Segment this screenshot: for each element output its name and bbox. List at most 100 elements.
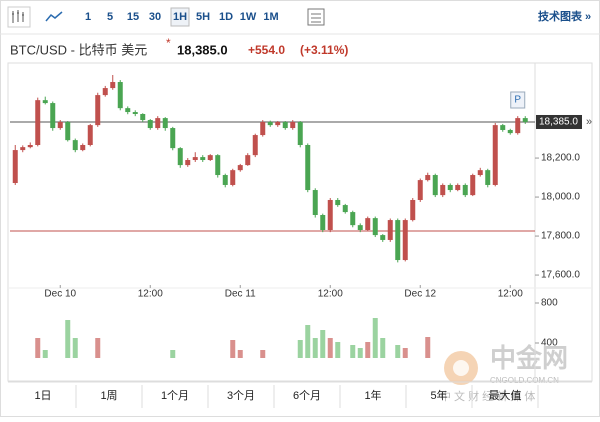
volume-bar — [312, 338, 318, 358]
interval-button[interactable]: 5 — [107, 11, 113, 23]
interval-button[interactable]: 1W — [240, 11, 257, 23]
x-tick-label: 12:00 — [138, 289, 163, 300]
candle-body — [27, 145, 33, 148]
marker-box — [510, 91, 526, 109]
candle-body — [162, 118, 168, 129]
candle-body — [290, 121, 296, 129]
volume-tick-label: 800 — [541, 298, 558, 309]
interval-button[interactable]: 1M — [263, 11, 278, 23]
candle-body — [515, 118, 521, 134]
volume-bar — [402, 348, 408, 358]
range-button[interactable]: 最大值 — [489, 388, 522, 402]
volume-bar — [425, 337, 431, 358]
candle-body — [207, 155, 213, 161]
candle-body — [447, 184, 453, 191]
volume-bar — [357, 348, 363, 358]
candle-body — [305, 145, 311, 191]
candle-body — [147, 120, 153, 129]
tech-chart-link[interactable]: 技术图表 » — [538, 9, 591, 23]
x-tick-label: 12:00 — [318, 289, 343, 300]
volume-bar — [42, 350, 48, 358]
candle-body — [215, 155, 221, 176]
volume-bar — [395, 345, 401, 358]
watermark-brand: 中金网 — [490, 343, 568, 373]
candle-body — [50, 103, 56, 129]
volume-bar — [335, 342, 341, 358]
change: +554.0 — [248, 43, 285, 57]
candle-body — [72, 140, 78, 151]
candle-body — [222, 175, 228, 185]
candle-body — [117, 82, 123, 109]
x-tick-label: Dec 11 — [225, 289, 256, 300]
volume-bar — [305, 325, 311, 358]
candle-body — [267, 121, 273, 126]
volume-bar — [237, 350, 243, 358]
candle-body — [80, 145, 86, 151]
candle-body — [335, 199, 341, 206]
symbol: BTC/USD - 比特币 美元 — [10, 42, 147, 57]
volume-bar — [72, 338, 78, 358]
range-button[interactable]: 1周 — [100, 389, 117, 402]
watermark-domain: CNGOLD.COM.CN — [490, 376, 559, 385]
candle-body — [462, 184, 468, 196]
active-interval — [170, 7, 190, 27]
interval-button[interactable]: 15 — [127, 11, 139, 23]
candle-body — [440, 184, 446, 196]
candle-body — [65, 121, 71, 141]
candle-body — [395, 220, 401, 261]
candle-body — [425, 175, 431, 181]
range-button[interactable]: 5年 — [430, 388, 447, 402]
volume-bar — [350, 345, 356, 358]
star: * — [166, 36, 171, 50]
volume-bar — [365, 342, 371, 358]
volume-bar — [297, 340, 303, 358]
candle-body — [327, 199, 333, 231]
watermark — [444, 351, 478, 385]
candle-body — [365, 218, 371, 231]
candle-body — [470, 175, 476, 196]
interval-button[interactable]: 30 — [149, 11, 161, 23]
candle-body — [522, 118, 528, 122]
candle-body — [455, 184, 461, 191]
interval-button[interactable]: 1D — [219, 11, 233, 23]
more-arrow: » — [586, 116, 592, 128]
candle-body — [357, 225, 363, 231]
range-button[interactable]: 3个月 — [227, 389, 255, 402]
range-button[interactable]: 1个月 — [161, 389, 189, 402]
candle-body — [170, 128, 176, 149]
candle-body — [282, 121, 288, 129]
candle-body — [57, 121, 63, 129]
interval-button[interactable]: 1H — [173, 11, 187, 23]
candle-body — [402, 220, 408, 261]
interval-button[interactable]: 5H — [196, 11, 210, 23]
candle-body — [245, 155, 251, 166]
y-tick-label: 18,000.0 — [541, 192, 580, 203]
volume-bar — [372, 318, 378, 358]
volume-bar — [380, 338, 386, 358]
range-button[interactable]: 6个月 — [293, 389, 321, 402]
range-button[interactable]: 1年 — [364, 388, 381, 402]
range-button[interactable]: 1日 — [34, 390, 51, 402]
candle-body — [372, 218, 378, 236]
candle-body — [87, 125, 93, 145]
candle-body — [387, 220, 393, 240]
volume-bar — [230, 340, 236, 358]
price: 18,385.0 — [177, 42, 228, 57]
candle-body — [260, 121, 266, 136]
marker-label: P — [514, 95, 521, 106]
candle-body — [155, 118, 161, 129]
watermark-tagline: 中 文 财 经 新 媒 体 — [440, 389, 535, 403]
candle-body — [110, 82, 116, 89]
candle-body — [132, 112, 138, 114]
candle-body — [237, 165, 243, 171]
candle-body — [275, 121, 281, 126]
candle-body — [12, 150, 18, 184]
candle-body — [42, 100, 48, 104]
x-tick-label: Dec 12 — [404, 289, 436, 300]
candle-body — [312, 190, 318, 215]
candle-body — [350, 212, 356, 226]
x-tick-label: 12:00 — [498, 289, 523, 300]
candle-body — [95, 95, 101, 126]
interval-button[interactable]: 1 — [85, 11, 91, 23]
candle-body — [492, 125, 498, 185]
